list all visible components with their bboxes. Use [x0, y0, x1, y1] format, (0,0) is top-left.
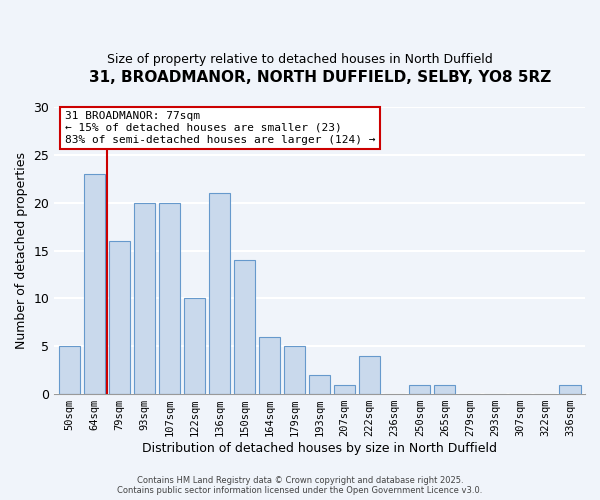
Bar	[334, 384, 355, 394]
Text: Size of property relative to detached houses in North Duffield: Size of property relative to detached ho…	[107, 52, 493, 66]
Bar	[284, 346, 305, 394]
Bar	[159, 202, 180, 394]
Bar	[259, 336, 280, 394]
Text: Contains HM Land Registry data © Crown copyright and database right 2025.
Contai: Contains HM Land Registry data © Crown c…	[118, 476, 482, 495]
Y-axis label: Number of detached properties: Number of detached properties	[15, 152, 28, 349]
Bar	[434, 384, 455, 394]
Bar	[134, 202, 155, 394]
Bar	[359, 356, 380, 394]
X-axis label: Distribution of detached houses by size in North Duffield: Distribution of detached houses by size …	[142, 442, 497, 455]
Text: 31 BROADMANOR: 77sqm
← 15% of detached houses are smaller (23)
83% of semi-detac: 31 BROADMANOR: 77sqm ← 15% of detached h…	[65, 112, 376, 144]
Bar	[59, 346, 80, 394]
Bar	[84, 174, 105, 394]
Title: 31, BROADMANOR, NORTH DUFFIELD, SELBY, YO8 5RZ: 31, BROADMANOR, NORTH DUFFIELD, SELBY, Y…	[89, 70, 551, 85]
Bar	[559, 384, 581, 394]
Bar	[234, 260, 255, 394]
Bar	[309, 375, 330, 394]
Bar	[409, 384, 430, 394]
Bar	[109, 241, 130, 394]
Bar	[209, 193, 230, 394]
Bar	[184, 298, 205, 394]
